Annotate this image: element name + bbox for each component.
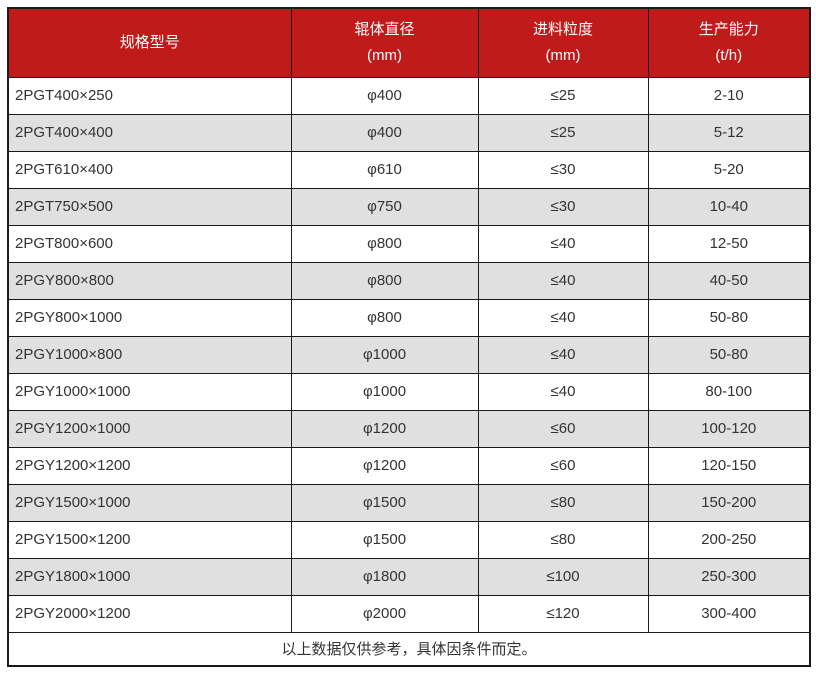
table-cell: φ800: [290, 261, 479, 300]
table-row: 2PGY1500×1200 φ1500 ≤80 200-250: [7, 520, 811, 559]
header-label-feed-size: 进料粒度: [532, 21, 593, 39]
footer-row: 以上数据仅供参考，具体因条件而定。: [7, 631, 811, 667]
table-cell: φ800: [290, 224, 479, 263]
spec-table-footer: 以上数据仅供参考，具体因条件而定。: [7, 631, 811, 667]
table-cell: ≤80: [477, 483, 649, 522]
table-cell: φ1500: [290, 520, 479, 559]
cell-model: 2PGT400×400: [7, 113, 292, 152]
table-cell: 80-100: [647, 372, 811, 411]
table-cell: 50-80: [647, 335, 811, 374]
cell-model: 2PGY1200×1000: [7, 409, 292, 448]
cell-model: 2PGY2000×1200: [7, 594, 292, 633]
table-cell: 12-50: [647, 224, 811, 263]
header-unit-feed-size: (mm): [545, 46, 581, 64]
table-cell: ≤40: [477, 335, 649, 374]
header-row: 规格型号 辊体直径 (mm) 进料粒度 (mm) 生产能力 (t/h): [7, 7, 811, 78]
table-row: 2PGY1200×1000 φ1200 ≤60 100-120: [7, 409, 811, 448]
header-label-model: 规格型号: [119, 34, 180, 51]
table-row: 2PGY1500×1000 φ1500 ≤80 150-200: [7, 483, 811, 522]
table-cell: φ1000: [290, 335, 479, 374]
footer-note: 以上数据仅供参考，具体因条件而定。: [7, 631, 811, 667]
cell-model: 2PGT800×600: [7, 224, 292, 263]
table-row: 2PGT750×500 φ750 ≤30 10-40: [7, 187, 811, 226]
table-cell: ≤30: [477, 150, 649, 189]
cell-model: 2PGY1000×800: [7, 335, 292, 374]
table-cell: 100-120: [647, 409, 811, 448]
header-cell-model: 规格型号: [7, 7, 292, 78]
cell-model: 2PGY800×800: [7, 261, 292, 300]
table-cell: 5-12: [647, 113, 811, 152]
table-cell: φ1000: [290, 372, 479, 411]
table-cell: ≤25: [477, 113, 649, 152]
table-cell: 200-250: [647, 520, 811, 559]
header-unit-capacity: (t/h): [715, 46, 743, 64]
table-row: 2PGT400×400 φ400 ≤25 5-12: [7, 113, 811, 152]
spec-table-body: 2PGT400×250 φ400 ≤25 2-10 2PGT400×400 φ400 ≤25…: [7, 76, 811, 633]
table-cell: ≤40: [477, 372, 649, 411]
cell-model: 2PGY1000×1000: [7, 372, 292, 411]
header-label-capacity: 生产能力: [698, 21, 759, 39]
table-row: 2PGY800×800 φ800 ≤40 40-50: [7, 261, 811, 300]
spec-table: 规格型号 辊体直径 (mm) 进料粒度 (mm) 生产能力 (t/h) 2PGT…: [7, 7, 811, 667]
table-cell: φ400: [290, 76, 479, 115]
table-cell: ≤30: [477, 187, 649, 226]
table-cell: φ1200: [290, 409, 479, 448]
header-label-roller-diameter: 辊体直径: [354, 21, 415, 39]
header-cell-feed-size: 进料粒度 (mm): [477, 7, 649, 78]
table-cell: ≤25: [477, 76, 649, 115]
cell-model: 2PGT610×400: [7, 150, 292, 189]
table-cell: φ400: [290, 113, 479, 152]
header-cell-roller-diameter: 辊体直径 (mm): [290, 7, 479, 78]
table-cell: 5-20: [647, 150, 811, 189]
table-cell: 40-50: [647, 261, 811, 300]
table-row: 2PGY1000×800 φ1000 ≤40 50-80: [7, 335, 811, 374]
spec-table-header: 规格型号 辊体直径 (mm) 进料粒度 (mm) 生产能力 (t/h): [7, 7, 811, 78]
table-row: 2PGT800×600 φ800 ≤40 12-50: [7, 224, 811, 263]
table-cell: ≤120: [477, 594, 649, 633]
table-cell: 300-400: [647, 594, 811, 633]
table-cell: ≤40: [477, 298, 649, 337]
cell-model: 2PGY1800×1000: [7, 557, 292, 596]
table-cell: φ1500: [290, 483, 479, 522]
table-cell: 120-150: [647, 446, 811, 485]
cell-model: 2PGY800×1000: [7, 298, 292, 337]
table-row: 2PGY1000×1000 φ1000 ≤40 80-100: [7, 372, 811, 411]
cell-model: 2PGY1500×1000: [7, 483, 292, 522]
cell-model: 2PGT750×500: [7, 187, 292, 226]
table-cell: φ750: [290, 187, 479, 226]
table-row: 2PGT610×400 φ610 ≤30 5-20: [7, 150, 811, 189]
table-cell: 10-40: [647, 187, 811, 226]
table-row: 2PGT400×250 φ400 ≤25 2-10: [7, 76, 811, 115]
table-row: 2PGY2000×1200 φ2000 ≤120 300-400: [7, 594, 811, 633]
table-cell: ≤40: [477, 224, 649, 263]
cell-model: 2PGY1200×1200: [7, 446, 292, 485]
cell-model: 2PGT400×250: [7, 76, 292, 115]
table-cell: φ1800: [290, 557, 479, 596]
table-cell: 2-10: [647, 76, 811, 115]
table-cell: φ800: [290, 298, 479, 337]
table-cell: φ610: [290, 150, 479, 189]
header-unit-roller-diameter: (mm): [367, 46, 402, 64]
header-cell-capacity: 生产能力 (t/h): [647, 7, 811, 78]
table-row: 2PGY1200×1200 φ1200 ≤60 120-150: [7, 446, 811, 485]
table-cell: ≤60: [477, 446, 649, 485]
table-row: 2PGY1800×1000 φ1800 ≤100 250-300: [7, 557, 811, 596]
table-cell: φ2000: [290, 594, 479, 633]
table-cell: 250-300: [647, 557, 811, 596]
cell-model: 2PGY1500×1200: [7, 520, 292, 559]
table-cell: ≤60: [477, 409, 649, 448]
table-cell: ≤100: [477, 557, 649, 596]
table-row: 2PGY800×1000 φ800 ≤40 50-80: [7, 298, 811, 337]
table-cell: ≤80: [477, 520, 649, 559]
table-cell: 50-80: [647, 298, 811, 337]
table-cell: φ1200: [290, 446, 479, 485]
table-cell: 150-200: [647, 483, 811, 522]
table-cell: ≤40: [477, 261, 649, 300]
